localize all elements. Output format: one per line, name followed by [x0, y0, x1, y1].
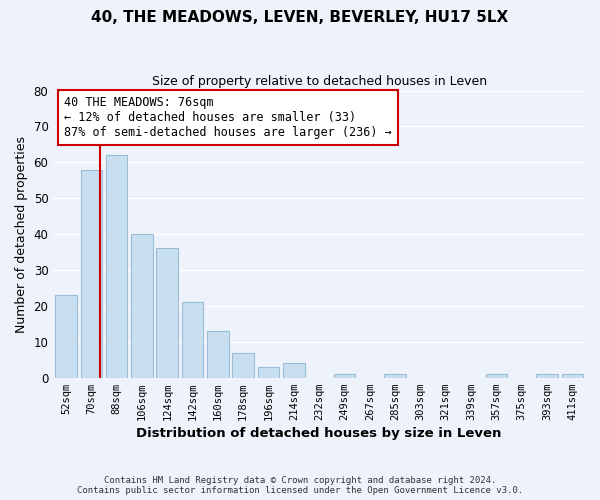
- Bar: [157, 248, 178, 378]
- Bar: [334, 374, 355, 378]
- Bar: [562, 374, 583, 378]
- Title: Size of property relative to detached houses in Leven: Size of property relative to detached ho…: [152, 75, 487, 88]
- Bar: [536, 374, 558, 378]
- Text: 40, THE MEADOWS, LEVEN, BEVERLEY, HU17 5LX: 40, THE MEADOWS, LEVEN, BEVERLEY, HU17 5…: [91, 10, 509, 25]
- Bar: [55, 295, 77, 378]
- Text: Contains HM Land Registry data © Crown copyright and database right 2024.
Contai: Contains HM Land Registry data © Crown c…: [77, 476, 523, 495]
- Y-axis label: Number of detached properties: Number of detached properties: [15, 136, 28, 332]
- Bar: [232, 352, 254, 378]
- Text: 40 THE MEADOWS: 76sqm
← 12% of detached houses are smaller (33)
87% of semi-deta: 40 THE MEADOWS: 76sqm ← 12% of detached …: [64, 96, 392, 140]
- X-axis label: Distribution of detached houses by size in Leven: Distribution of detached houses by size …: [136, 427, 502, 440]
- Bar: [80, 170, 102, 378]
- Bar: [385, 374, 406, 378]
- Bar: [258, 367, 279, 378]
- Bar: [106, 155, 127, 378]
- Bar: [207, 331, 229, 378]
- Bar: [131, 234, 152, 378]
- Bar: [283, 364, 305, 378]
- Bar: [485, 374, 507, 378]
- Bar: [182, 302, 203, 378]
